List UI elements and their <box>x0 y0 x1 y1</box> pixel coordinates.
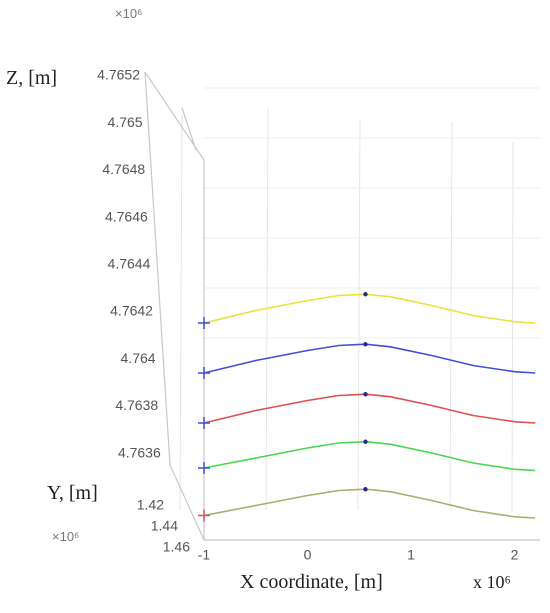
y-tick-label: 1.46 <box>163 539 190 555</box>
series-line-3 <box>203 393 536 424</box>
grid-vline-0 <box>179 114 183 511</box>
y-tick-label: 1.42 <box>137 497 164 513</box>
series-line-4 <box>203 440 536 472</box>
x-axis-label: X coordinate, [m] <box>240 571 383 593</box>
peak-marker-5 <box>363 487 368 492</box>
x-tick-label: 1 <box>407 547 415 563</box>
z-axis-label: Z, [m] <box>6 67 57 89</box>
series-lines <box>203 293 536 519</box>
tick-labels: 4.76524.7654.76484.76464.76444.76424.764… <box>97 67 518 563</box>
grid-vline-4 <box>511 141 514 513</box>
z-tick-label: 4.7638 <box>115 397 158 413</box>
start-marker-3 <box>198 417 210 429</box>
x-tick-label: -1 <box>198 547 211 563</box>
z-tick-label: 4.7652 <box>97 67 140 83</box>
x-multiplier: x 10⁶ <box>473 572 511 592</box>
grid-vline-3 <box>449 121 453 511</box>
peak-marker-1 <box>363 292 368 297</box>
z-tick-label: 4.764 <box>121 350 156 366</box>
y-multiplier: ×10⁶ <box>52 529 79 544</box>
start-marker-1 <box>198 317 210 329</box>
z-tick-label: 4.7646 <box>105 208 148 224</box>
y-axis-label: Y, [m] <box>47 482 98 504</box>
peak-marker-4 <box>363 439 368 444</box>
y-axis-line <box>169 464 205 541</box>
x-tick-label: 2 <box>511 547 519 563</box>
markers <box>198 292 368 522</box>
z-axis-line <box>144 71 171 466</box>
x-tick-label: 0 <box>304 547 312 563</box>
series-line-2 <box>203 343 536 374</box>
y-tick-label: 1.44 <box>151 518 178 534</box>
start-marker-5 <box>198 509 210 522</box>
grid-lines <box>179 87 540 513</box>
series-line-1 <box>203 293 536 324</box>
peak-marker-3 <box>363 392 368 397</box>
z-tick-label: 4.7648 <box>102 161 145 177</box>
start-marker-2 <box>198 367 210 379</box>
series-line-5 <box>203 488 536 519</box>
z-tick-label: 4.7642 <box>110 303 153 319</box>
z-tick-label: 4.7644 <box>108 256 151 272</box>
start-marker-4 <box>198 462 210 474</box>
grid-vline-2 <box>357 119 361 511</box>
peak-marker-2 <box>363 342 368 347</box>
axes <box>144 71 540 541</box>
z-multiplier: ×10⁶ <box>115 6 142 21</box>
z-tick-label: 4.7636 <box>118 444 161 460</box>
z-tick-label: 4.765 <box>108 114 143 130</box>
inner-depth-edge <box>181 107 197 151</box>
